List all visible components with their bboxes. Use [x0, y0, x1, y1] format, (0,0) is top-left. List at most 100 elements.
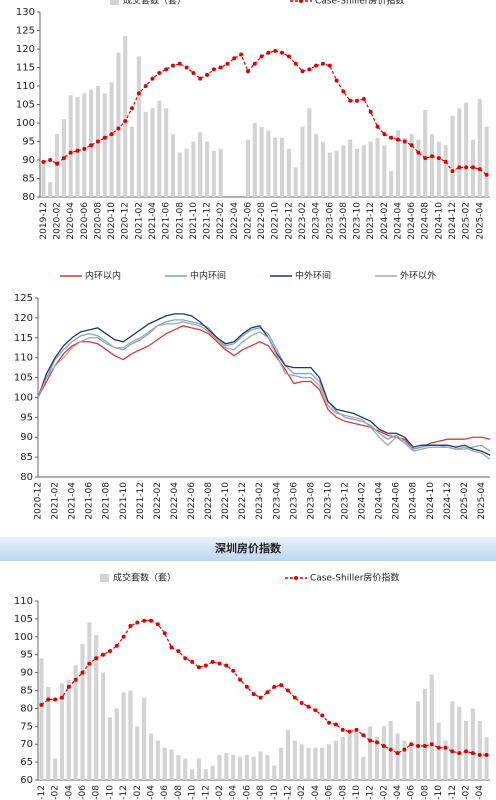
bar — [409, 134, 414, 197]
x-tick-label: 2020-02 — [51, 785, 61, 800]
x-tick-label: 2022-08 — [204, 482, 214, 520]
y-tick-label: 85 — [20, 452, 33, 463]
bar — [80, 643, 85, 780]
bar — [135, 726, 140, 780]
x-tick-label: 2023-08 — [339, 202, 349, 240]
x-tick-label: 2023-12 — [366, 202, 376, 240]
bar — [354, 729, 359, 780]
point — [136, 91, 141, 96]
point — [457, 751, 462, 756]
x-tick-label: 2021-12 — [203, 202, 213, 240]
bar — [130, 126, 135, 197]
point — [87, 661, 92, 666]
point — [39, 702, 44, 707]
bar — [136, 56, 141, 198]
point — [375, 124, 380, 129]
x-tick-label: 2024-06 — [407, 202, 417, 240]
point — [68, 150, 73, 155]
bar — [341, 145, 346, 197]
bar — [327, 744, 332, 780]
bar — [443, 145, 448, 197]
x-tick-label: 2024-02 — [358, 482, 368, 520]
point — [89, 143, 94, 148]
bar — [389, 171, 394, 197]
bar — [285, 729, 291, 780]
y-tick-label: 75 — [20, 721, 33, 732]
bar — [259, 126, 264, 197]
point — [155, 622, 160, 627]
point — [170, 63, 175, 68]
bar — [484, 126, 489, 197]
x-tick-label: 2021-06 — [85, 482, 95, 520]
bar — [148, 733, 154, 780]
bar — [190, 769, 195, 780]
bar — [457, 108, 462, 197]
y-tick-label: 105 — [14, 614, 33, 625]
legend-label: 成交套数（套） — [123, 0, 186, 7]
x-tick-label: 2021-08 — [174, 785, 184, 800]
x-tick-label: 2021-02 — [134, 202, 144, 240]
point — [252, 61, 257, 66]
bar — [39, 658, 44, 780]
x-tick-label: 2024-06 — [392, 482, 402, 520]
bar — [265, 754, 270, 780]
point — [245, 69, 250, 74]
x-tick-label: 2022-06 — [243, 202, 253, 240]
y-tick-label: 110 — [14, 596, 33, 607]
point — [436, 745, 441, 750]
point — [149, 618, 153, 623]
point — [157, 71, 162, 76]
bar — [191, 141, 196, 197]
bar — [293, 167, 298, 197]
point — [300, 69, 305, 74]
y-tick-label: 100 — [14, 632, 33, 643]
x-tick-label: 2023-06 — [289, 482, 299, 520]
bar — [164, 108, 169, 197]
legend-label: 中外环间 — [295, 270, 331, 282]
point — [279, 683, 284, 688]
point — [381, 743, 386, 748]
bar — [46, 686, 51, 780]
bar — [429, 674, 434, 780]
point — [75, 148, 80, 153]
x-tick-label: 2021-10 — [188, 785, 198, 800]
legend-swatch — [110, 0, 119, 5]
bar — [381, 726, 386, 780]
bar — [334, 150, 339, 197]
point — [395, 751, 400, 756]
point — [80, 670, 85, 675]
point — [238, 677, 243, 682]
x-tick-label: 2022-12 — [284, 202, 294, 240]
bar — [307, 108, 312, 197]
point — [402, 139, 407, 144]
point — [61, 156, 66, 161]
point — [280, 50, 285, 55]
x-tick-label: 2020-10 — [105, 785, 115, 800]
point — [259, 54, 264, 59]
point — [102, 135, 107, 140]
point — [429, 742, 434, 747]
point — [109, 132, 114, 137]
bar — [73, 665, 78, 780]
bar — [107, 717, 112, 780]
x-tick-label: 2025-04 — [475, 785, 485, 800]
point — [320, 61, 325, 66]
x-tick-label: 2021-08 — [102, 482, 112, 520]
point — [327, 63, 332, 68]
bar — [314, 134, 319, 197]
point — [375, 740, 379, 745]
bar — [355, 148, 360, 197]
x-tick-label: 2024-04 — [393, 785, 403, 800]
bar — [361, 145, 366, 197]
x-tick-label: 2020-12 — [34, 482, 44, 520]
x-tick-label: 2025-04 — [475, 202, 485, 240]
bar — [340, 737, 345, 780]
x-tick-label: 2022-08 — [257, 202, 267, 240]
bar — [128, 690, 133, 780]
point — [470, 751, 475, 756]
point — [477, 167, 482, 172]
x-tick-label: 2022-02 — [153, 482, 163, 520]
bar — [292, 740, 297, 780]
x-tick-label: 2024-06 — [407, 785, 417, 800]
bar — [176, 754, 181, 780]
